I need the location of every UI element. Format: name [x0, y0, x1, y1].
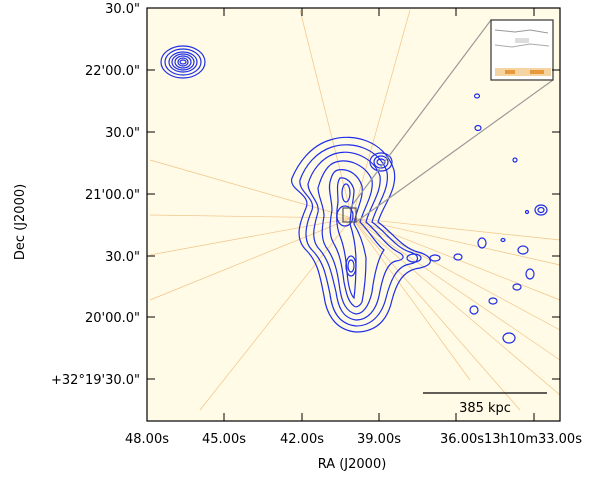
y-tick-labels: 30.0" 22'00.0" 30.0" 21'00.0" 30.0" 20'0…: [51, 2, 140, 388]
image-streaks: [149, 9, 561, 411]
y-tick-label: 30.0": [105, 250, 140, 265]
faint-sources: [453, 93, 548, 344]
x-tick-label: 42.00s: [280, 432, 324, 447]
y-ticks: [147, 7, 560, 380]
y-axis-label: Dec (J2000): [13, 184, 28, 260]
y-tick-label: +32°19'30.0": [51, 373, 140, 388]
compact-source-contours: [160, 45, 206, 79]
x-axis-label: RA (J2000): [318, 457, 387, 472]
y-tick-label: 22'00.0": [85, 64, 140, 79]
y-tick-label: 30.0": [105, 2, 140, 17]
x-tick-label: 39.00s: [357, 432, 401, 447]
x-ticks: [146, 8, 535, 421]
x-tick-label: 48.00s: [125, 432, 169, 447]
y-tick-label: 20'00.0": [85, 311, 140, 326]
scale-bar: 385 kpc: [423, 392, 547, 416]
zoom-inset: [490, 19, 554, 81]
x-tick-labels: 48.00s 45.00s 42.00s 39.00s 36.00s13h10m…: [125, 432, 582, 447]
x-tick-label: 45.00s: [202, 432, 246, 447]
plot-frame: [146, 7, 561, 422]
x-tick-label: 36.00s13h10m33.00s: [440, 432, 582, 447]
zoom-lines: [342, 19, 554, 223]
scale-bar-label: 385 kpc: [459, 401, 511, 416]
y-tick-label: 30.0": [105, 126, 140, 141]
radio-source-contours: [291, 136, 441, 333]
y-tick-label: 21'00.0": [85, 188, 140, 203]
